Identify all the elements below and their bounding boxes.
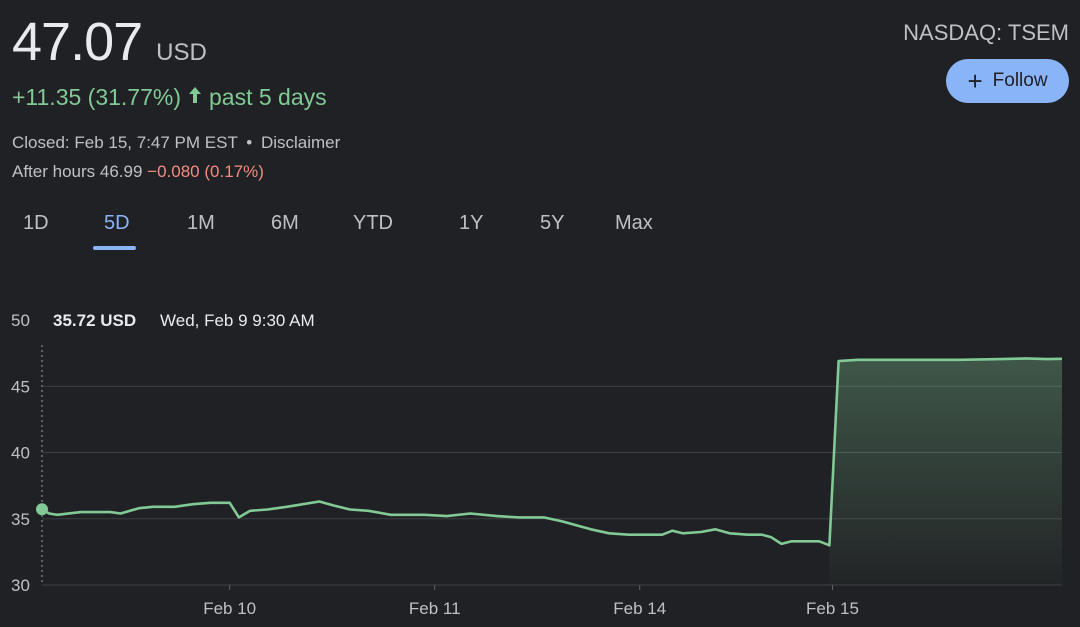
y-tick-label: 50: [11, 311, 30, 330]
tab-max[interactable]: Max: [615, 212, 653, 234]
tab-1y[interactable]: 1Y: [459, 212, 484, 234]
change-period: past 5 days: [209, 84, 327, 110]
x-tick-label: Feb 14: [613, 599, 666, 618]
y-axis-labels: 30 35 40 45 50: [11, 311, 30, 595]
follow-label: Follow: [992, 70, 1048, 91]
x-tick-label: Feb 15: [806, 599, 859, 618]
hover-point: [36, 503, 48, 516]
current-price: 47.07: [12, 12, 143, 72]
closed-text: Closed: Feb 15, 7:47 PM EST: [12, 133, 238, 152]
tooltip-value: 35.72 USD: [53, 311, 136, 330]
closed-status-row: Closed: Feb 15, 7:47 PM EST • Disclaimer: [12, 133, 340, 153]
tab-5d[interactable]: 5D: [104, 212, 130, 234]
y-tick-label: 35: [11, 510, 30, 529]
price-area: [829, 358, 1062, 585]
active-tab-indicator: [93, 246, 136, 250]
price-change: +11.35 (31.77%): [12, 84, 181, 110]
arrow-up-icon: [187, 84, 203, 111]
y-tick-label: 30: [11, 576, 30, 595]
x-tick-label: Feb 10: [203, 599, 256, 618]
price-chart[interactable]: 30 35 40 45 50 Feb 10 Feb 11 Feb 14 Feb 15 35.7…: [0, 300, 1080, 627]
plus-icon: +: [967, 66, 983, 96]
ticker-symbol: NASDAQ: TSEM: [903, 20, 1069, 45]
after-hours-label: After hours 46.99: [12, 162, 143, 181]
x-axis-labels: Feb 10 Feb 11 Feb 14 Feb 15: [203, 585, 859, 618]
y-tick-label: 40: [11, 444, 30, 463]
price-change-row: +11.35 (31.77%) past 5 days: [12, 84, 327, 111]
separator: •: [246, 133, 253, 152]
price-line: [41, 357, 1063, 547]
follow-button[interactable]: + Follow: [946, 59, 1069, 103]
disclaimer-link[interactable]: Disclaimer: [260, 133, 341, 152]
tooltip-time: Wed, Feb 9 9:30 AM: [160, 311, 315, 330]
tab-6m[interactable]: 6M: [271, 212, 299, 234]
tab-5y[interactable]: 5Y: [540, 212, 565, 234]
tab-1d[interactable]: 1D: [23, 212, 49, 234]
after-hours-row: After hours 46.99 −0.080 (0.17%): [12, 162, 264, 182]
x-tick-label: Feb 11: [409, 599, 461, 618]
tab-1m[interactable]: 1M: [187, 212, 215, 234]
currency-label: USD: [156, 39, 207, 66]
price-row: 47.07 USD: [12, 12, 207, 72]
after-hours-change: −0.080 (0.17%): [147, 162, 264, 181]
tab-ytd[interactable]: YTD: [353, 212, 393, 234]
y-tick-label: 45: [11, 377, 30, 396]
